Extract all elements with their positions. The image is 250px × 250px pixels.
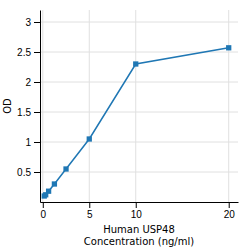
tick-label: 0 xyxy=(41,209,47,220)
axis-line xyxy=(41,202,239,203)
tick: 1 xyxy=(25,137,40,148)
grid-line xyxy=(40,112,238,113)
grid-line xyxy=(228,10,229,202)
tick: 20 xyxy=(224,202,236,220)
tick-label: 3 xyxy=(25,17,31,28)
tick-label: 10 xyxy=(131,209,143,220)
tick-mark xyxy=(89,202,90,208)
tick-mark xyxy=(34,52,40,53)
y-axis-title: OD xyxy=(2,98,13,114)
tick-mark xyxy=(34,112,40,113)
tick-label: 2.5 xyxy=(17,47,31,58)
point xyxy=(87,136,92,141)
tick: 0.5 xyxy=(17,167,40,178)
x-axis: 0 5 10 20 xyxy=(41,202,239,220)
tick: 0 xyxy=(41,202,47,220)
x-axis-title-line: Concentration (ng/ml) xyxy=(84,236,194,247)
tick: 5 xyxy=(87,202,93,220)
tick: 2 xyxy=(25,77,40,88)
tick-label: 5 xyxy=(87,209,93,220)
axis-line xyxy=(40,11,41,203)
chart: 0 5 10 20 0.5 1 1.5 2 2.5 3 Human USP48Concentrati… xyxy=(0,0,250,250)
plot-area xyxy=(42,45,232,198)
tick-label: 20 xyxy=(224,209,236,220)
tick-label: 0.5 xyxy=(17,167,31,178)
point xyxy=(63,166,68,171)
grid xyxy=(40,10,238,202)
grid-line xyxy=(42,10,43,202)
grid-line xyxy=(40,142,238,143)
tick: 10 xyxy=(131,202,143,220)
point xyxy=(46,189,51,194)
tick-mark xyxy=(136,202,137,208)
y-axis: 0.5 1 1.5 2 2.5 3 xyxy=(17,11,40,203)
x-axis-title: Human USP48Concentration (ng/ml) xyxy=(84,224,194,247)
x-axis-title-line: Human USP48 xyxy=(103,224,175,235)
grid-line xyxy=(89,10,90,202)
point xyxy=(226,45,231,50)
tick-mark xyxy=(229,202,230,208)
line xyxy=(44,48,228,196)
point xyxy=(133,61,138,66)
tick-mark xyxy=(34,82,40,83)
tick: 1.5 xyxy=(17,107,40,118)
tick-label: 1 xyxy=(25,137,31,148)
grid-line xyxy=(40,82,238,83)
tick: 2.5 xyxy=(17,47,40,58)
tick-mark xyxy=(43,202,44,208)
tick-mark xyxy=(34,172,40,173)
tick-mark xyxy=(34,142,40,143)
grid-line xyxy=(135,10,136,202)
tick-mark xyxy=(34,22,40,23)
point xyxy=(52,181,57,186)
grid-line xyxy=(40,22,238,23)
grid-line xyxy=(40,172,238,173)
tick-label: 2 xyxy=(25,77,31,88)
tick-label: 1.5 xyxy=(17,107,31,118)
tick: 3 xyxy=(25,17,40,28)
